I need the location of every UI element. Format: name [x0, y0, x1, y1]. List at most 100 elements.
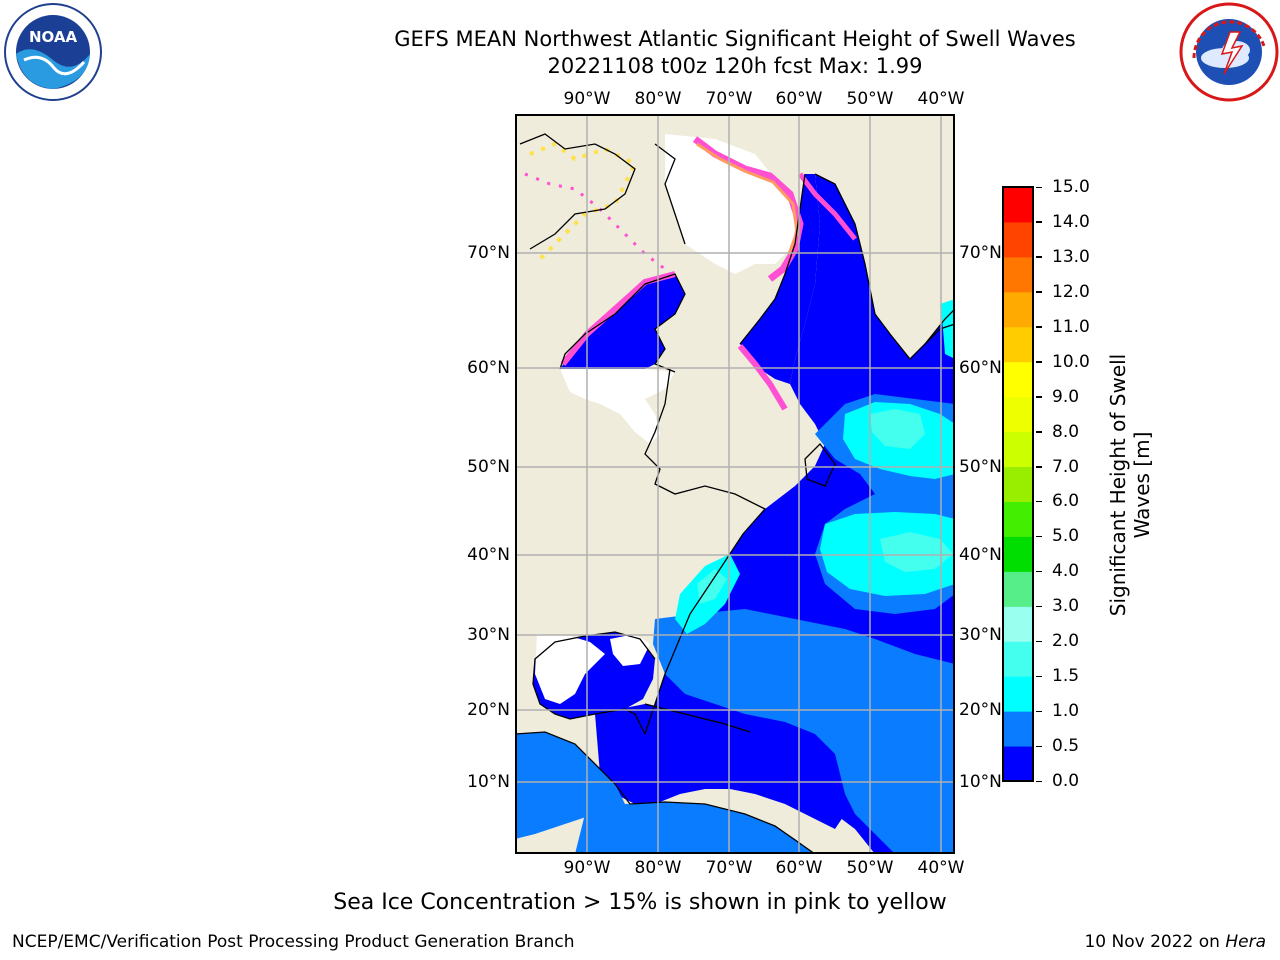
- hudson-bay-white: [560, 369, 675, 444]
- colorbar-tick-mark: [1036, 361, 1042, 363]
- colorbar-tick-label: 9.0: [1052, 386, 1080, 407]
- colorbar-tick-mark: [1036, 186, 1042, 188]
- lat-label-right: 30°N: [959, 625, 1002, 645]
- lat-label-right: 70°N: [959, 243, 1002, 263]
- colorbar-segment: [1003, 361, 1033, 398]
- lat-label-left: 40°N: [467, 545, 510, 565]
- colorbar-tick-label: 0.0: [1052, 771, 1080, 791]
- coastlines: [515, 133, 955, 854]
- ocean-swell-0.5-1.0-caribbean-sea: [575, 802, 815, 854]
- colorbar-tick-mark: [1036, 221, 1042, 223]
- colorbar-segment: [1003, 221, 1033, 258]
- gulf-white-area-east: [610, 634, 650, 666]
- colorbar-tick-mark: [1036, 780, 1042, 782]
- colorbar-tick-label: 10.0: [1052, 351, 1090, 372]
- colorbar-tick-label: 15.0: [1052, 177, 1090, 197]
- coastline-arctic-islands: [519, 133, 686, 250]
- colorbar-segment: [1003, 641, 1033, 677]
- colorbar-tick-mark: [1036, 291, 1042, 293]
- ocean-swell-1.5-2.0-newfoundland: [870, 409, 925, 449]
- colorbar-tick-label: 13.0: [1052, 246, 1090, 267]
- coastline-central-america: [515, 731, 816, 854]
- colorbar-tick-label: 0.5: [1052, 736, 1080, 757]
- lat-label-left: 20°N: [467, 700, 510, 720]
- colorbar-tick-mark: [1036, 326, 1042, 328]
- colorbar-segment: [1003, 256, 1033, 293]
- ocean-hudson-bay: [560, 274, 685, 374]
- colorbar-segment: [1003, 536, 1033, 572]
- colorbar-tick-mark: [1036, 256, 1042, 258]
- lat-label-left: 30°N: [467, 625, 510, 645]
- colorbar-tick-mark: [1036, 710, 1042, 713]
- colorbar-segment: [1003, 466, 1033, 502]
- ocean-swell-1.5-2.0-offshore-us: [697, 569, 727, 604]
- lat-label-right: 40°N: [959, 545, 1002, 565]
- lon-label-bottom: 80°W: [634, 858, 682, 878]
- noaa-logo: NOAA: [4, 3, 102, 101]
- colorbar-segment: [1003, 606, 1033, 642]
- swell-height-map: [515, 114, 955, 854]
- ocean-swell-0.5-1.0-pacific: [515, 732, 625, 839]
- noaa-logo-text: NOAA: [29, 28, 78, 46]
- colorbar-tick-label: 8.0: [1052, 421, 1080, 442]
- colorbar-tick-mark: [1036, 605, 1042, 608]
- colorbar-frame: [1002, 186, 1034, 782]
- footer-producer: NCEP/EMC/Verification Post Processing Pr…: [12, 932, 575, 952]
- lon-label-top: 60°W: [775, 89, 823, 109]
- colorbar-segment: [1003, 746, 1033, 782]
- colorbar-tick-mark: [1036, 675, 1042, 678]
- lat-label-right: 60°N: [959, 358, 1002, 378]
- colorbar-tick-mark: [1036, 745, 1042, 748]
- colorbar-tick-mark: [1036, 466, 1042, 468]
- sea-ice-bits-archipelago-pink: [524, 172, 666, 271]
- colorbar-tick-mark: [1036, 640, 1042, 643]
- colorbar-tick-mark: [1036, 431, 1042, 433]
- colorbar-tick-label: 4.0: [1052, 561, 1080, 582]
- lat-label-right: 10°N: [959, 772, 1002, 792]
- coastline-cuba: [644, 703, 751, 733]
- lon-label-top: 50°W: [846, 89, 894, 109]
- sea-ice-edge-labrador: [737, 344, 788, 411]
- colorbar-tick-mark: [1036, 500, 1042, 503]
- colorbar-label: Significant Height of Swell Waves [m]: [1106, 354, 1154, 616]
- sea-ice-caption: Sea Ice Concentration > 15% is shown in …: [0, 890, 1280, 915]
- chart-title: GEFS MEAN Northwest Atlantic Significant…: [394, 27, 1076, 51]
- colorbar-tick-label: 11.0: [1052, 316, 1090, 337]
- graticule: [515, 114, 955, 854]
- colorbar-tick-label: 3.0: [1052, 596, 1080, 617]
- sea-ice-caption-text: Sea Ice Concentration > 15% is shown in …: [333, 890, 947, 915]
- colorbar-tick-label: 12.0: [1052, 281, 1090, 302]
- sea-ice-edge-baffin: [692, 136, 804, 282]
- colorbar-segment: [1003, 187, 1033, 223]
- lat-label-left: 10°N: [467, 772, 510, 792]
- lon-label-top: 80°W: [634, 89, 682, 109]
- colorbar: [1002, 186, 1034, 782]
- footer-date: 10 Nov 2022 on: [1084, 932, 1226, 952]
- colorbar-tick-label: 2.0: [1052, 631, 1080, 652]
- colorbar-tick-label: 7.0: [1052, 456, 1080, 477]
- coastline-hudson-bay: [559, 273, 686, 373]
- lon-label-top: 90°W: [563, 89, 611, 109]
- colorbar-tick-label: 5.0: [1052, 526, 1080, 547]
- colorbar-tick-mark: [1036, 396, 1042, 398]
- arctic-white-area: [665, 134, 800, 274]
- lon-label-top: 70°W: [705, 89, 753, 109]
- colorbar-tick-label: 1.0: [1052, 701, 1080, 722]
- colorbar-segment: [1003, 571, 1033, 607]
- sea-ice-edge-greenland: [798, 172, 857, 241]
- colorbar-segment: [1003, 291, 1033, 328]
- coastline-greenland-tip: [924, 323, 955, 345]
- lat-label-left: 70°N: [467, 243, 510, 263]
- lon-label-bottom: 70°W: [705, 858, 753, 878]
- map-frame: [515, 114, 955, 854]
- colorbar-segment: [1003, 711, 1033, 747]
- nws-logo: [1179, 2, 1279, 102]
- footer-host: Hera: [1225, 932, 1266, 952]
- lat-label-left: 60°N: [467, 358, 510, 378]
- lon-label-top: 40°W: [917, 89, 965, 109]
- colorbar-tick-label: 6.0: [1052, 491, 1080, 512]
- colorbar-segment: [1003, 501, 1033, 537]
- colorbar-tick-mark: [1036, 535, 1042, 538]
- lat-label-left: 50°N: [467, 457, 510, 477]
- colorbar-tick-label: 1.5: [1052, 666, 1080, 687]
